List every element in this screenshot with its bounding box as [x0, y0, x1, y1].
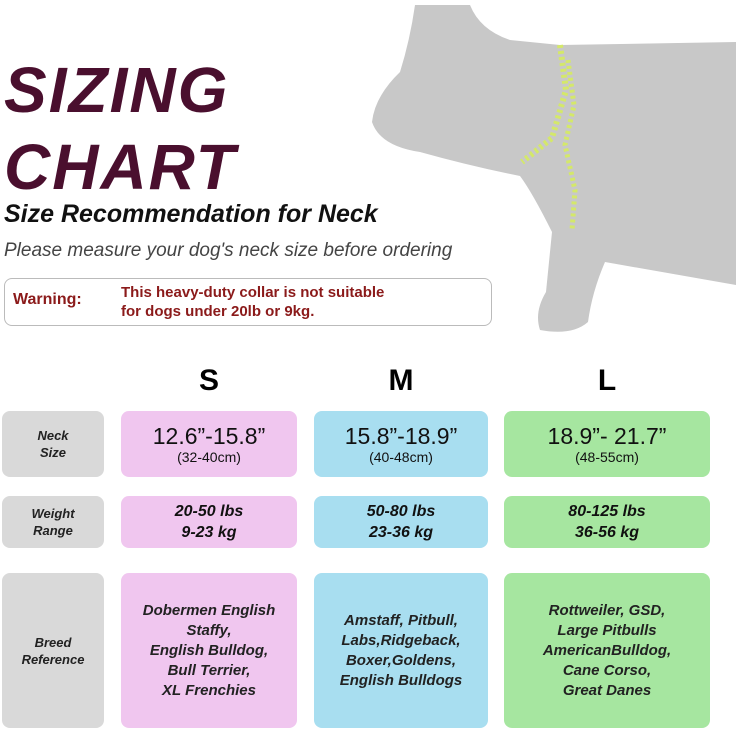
cell-line: Large Pitbulls: [557, 621, 657, 639]
warning-box: Warning: This heavy-duty collar is not s…: [4, 278, 492, 326]
size-cell: 18.9”- 21.7” (48-55cm): [504, 411, 710, 477]
cell-line: Staffy,: [186, 621, 232, 639]
subtitle: Size Recommendation for Neck: [4, 200, 378, 228]
size-cell: Amstaff, Pitbull, Labs,Ridgeback, Boxer,Go…: [314, 573, 488, 728]
cell-line: XL Frenchies: [162, 681, 256, 699]
cell-line: AmericanBulldog,: [542, 641, 672, 659]
size-cell: 80-125 lbs 36-56 kg: [504, 496, 710, 548]
warning-line: for dogs under 20lb or 9kg.: [121, 303, 315, 320]
cell-line: Cane Corso,: [562, 661, 652, 679]
cell-line: 12.6”-15.8”: [152, 423, 266, 449]
size-cell: Rottweiler, GSD, Large Pitbulls AmericanBu…: [504, 573, 710, 728]
row-label: Breed Reference: [2, 573, 104, 728]
title-line: SIZING: [4, 54, 230, 126]
cell-line: 15.8”-18.9”: [344, 423, 458, 449]
cell-line: 18.9”- 21.7”: [547, 423, 667, 449]
size-cell: 50-80 lbs 23-36 kg: [314, 496, 488, 548]
row-label-line: Neck: [37, 428, 69, 443]
size-cell: 15.8”-18.9” (40-48cm): [314, 411, 488, 477]
cell-line: English Bulldogs: [339, 671, 463, 689]
title-line: CHART: [4, 131, 237, 203]
cell-line: Rottweiler, GSD,: [548, 601, 666, 619]
cell-line: 36-56 kg: [574, 524, 640, 541]
cell-line: Labs,Ridgeback,: [341, 631, 461, 649]
row-label-line: Weight: [31, 506, 75, 521]
row-label: Neck Size: [2, 411, 104, 477]
cell-line: 20-50 lbs: [174, 503, 244, 520]
row-label-line: Size: [39, 445, 66, 460]
cell-line: (48-55cm): [575, 449, 639, 465]
cell-line: 50-80 lbs: [366, 503, 436, 520]
cell-line: 80-125 lbs: [568, 503, 646, 520]
size-cell: 12.6”-15.8” (32-40cm): [121, 411, 297, 477]
warning-text: This heavy-duty collar is not suitable f…: [121, 283, 384, 321]
row-label-line: Breed: [34, 634, 72, 650]
cell-line: Boxer,Goldens,: [345, 651, 457, 669]
cell-line: (32-40cm): [177, 449, 241, 465]
cell-line: 23-36 kg: [368, 524, 434, 541]
size-heading: L: [597, 364, 617, 397]
warning-line: This heavy-duty collar is not suitable: [121, 284, 385, 301]
instruction: Please measure your dog's neck size befo…: [4, 240, 453, 261]
warning-label: Warning:: [13, 291, 82, 308]
size-cell: 20-50 lbs 9-23 kg: [121, 496, 297, 548]
size-heading: S: [198, 364, 219, 397]
cell-line: 9-23 kg: [181, 524, 237, 541]
cell-line: (40-48cm): [369, 449, 433, 465]
cell-line: Dobermen English: [142, 601, 276, 619]
row-label: Weight Range: [2, 496, 104, 548]
cell-line: English Bulldog,: [149, 641, 269, 659]
cell-line: Amstaff, Pitbull,: [344, 611, 458, 629]
size-cell: Dobermen English Staffy, English Bulldog, B…: [121, 573, 297, 728]
row-label-line: Range: [33, 523, 73, 538]
cell-line: Bull Terrier,: [167, 661, 251, 679]
row-label-line: Reference: [21, 651, 85, 667]
size-heading: M: [388, 364, 414, 397]
cell-line: Great Danes: [562, 681, 652, 699]
